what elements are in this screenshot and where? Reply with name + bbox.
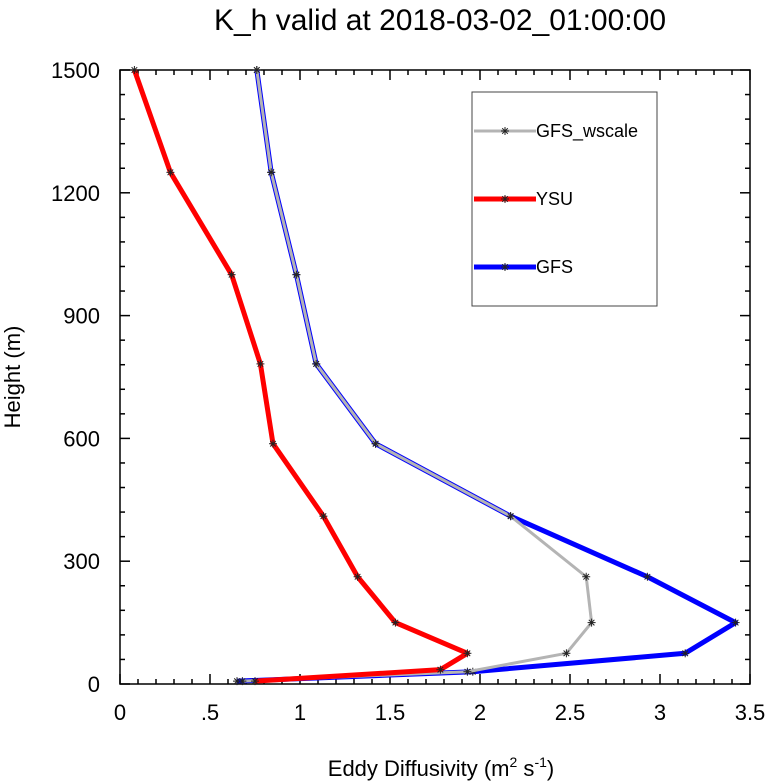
series-gfs-wscale [238, 66, 596, 686]
data-point-gfs-wscale [268, 169, 275, 176]
x-tick-label: .5 [201, 700, 219, 725]
legend-marker-gfs [501, 263, 509, 271]
data-point-gfs-wscale [583, 573, 590, 580]
legend-item-gfs: GFS [474, 257, 573, 277]
y-axis-title: Height (m) [0, 326, 25, 429]
x-axis-title-mid: s [517, 756, 534, 781]
data-point-gfs-wscale [372, 440, 379, 447]
data-point-gfs [233, 677, 241, 685]
data-point-gfs [644, 573, 651, 580]
x-tick-label: 1 [294, 700, 306, 725]
data-point-ysu [392, 619, 399, 626]
y-tick-label: 1200 [51, 181, 100, 206]
data-point-ysu [257, 360, 264, 368]
y-tick-labels: 0 300 600 900 1200 1500 [51, 58, 100, 697]
data-point-ysu [167, 169, 174, 176]
data-point-gfs-wscale [253, 66, 260, 74]
x-tick-labels: 0 .5 1 1.5 2 2.5 3 3.5 [114, 700, 765, 725]
y-tick-label: 0 [88, 672, 100, 697]
y-tick-label: 300 [63, 549, 100, 574]
legend: GFS_wscale YSU GFS [471, 91, 658, 307]
series-ysu [130, 66, 472, 686]
data-point-ysu [464, 650, 471, 657]
data-point-ysu [251, 677, 259, 685]
x-tick-label: 2.5 [555, 700, 586, 725]
data-point-gfs-wscale [563, 650, 570, 657]
y-tick-label: 1500 [51, 58, 100, 83]
y-tick-label: 600 [63, 426, 100, 451]
x-axis-title-base: Eddy Diffusivity (m [328, 756, 510, 781]
series-line-ysu [132, 69, 470, 684]
data-point-ysu [131, 66, 138, 74]
data-point-gfs [682, 650, 689, 657]
data-point-gfs-wscale [313, 360, 320, 368]
legend-item-ysu: YSU [474, 189, 573, 209]
legend-label-gfs: GFS [536, 257, 573, 277]
data-point-ysu [269, 440, 277, 447]
x-axis-title-sup2: -1 [534, 754, 547, 770]
data-point-gfs [732, 619, 739, 626]
x-axis-title-sup1: 2 [510, 754, 518, 770]
x-tick-label: 2 [474, 700, 486, 725]
legend-marker-gfs-wscale [501, 127, 509, 135]
chart-title: K_h valid at 2018-03-02_01:00:00 [214, 4, 666, 37]
legend-label-ysu: YSU [536, 189, 573, 209]
x-tick-label: 1.5 [375, 700, 406, 725]
data-point-ysu [437, 666, 444, 673]
data-point-ysu [228, 271, 235, 278]
data-point-ysu [354, 573, 361, 580]
y-tick-label: 900 [63, 304, 100, 329]
data-point-gfs-wscale [239, 677, 246, 685]
data-point-gfs-wscale [464, 668, 471, 675]
data-point-gfs-wscale [588, 619, 595, 626]
legend-item-gfs-wscale: GFS_wscale [474, 121, 638, 142]
axis-ticks [119, 69, 751, 685]
data-point-gfs-wscale [293, 271, 300, 278]
legend-marker-ysu [501, 195, 509, 203]
legend-label-gfs-wscale: GFS_wscale [536, 121, 638, 142]
data-point-ysu [320, 513, 327, 520]
x-axis-title-end: ) [547, 756, 554, 781]
plot-area [119, 69, 751, 685]
x-tick-label: 3 [654, 700, 666, 725]
series-layer [130, 66, 740, 686]
data-point-gfs-wscale [507, 513, 514, 520]
x-axis-title: Eddy Diffusivity (m2 s-1) [328, 754, 554, 781]
x-tick-label: 3.5 [735, 700, 766, 725]
x-tick-label: 0 [114, 700, 126, 725]
